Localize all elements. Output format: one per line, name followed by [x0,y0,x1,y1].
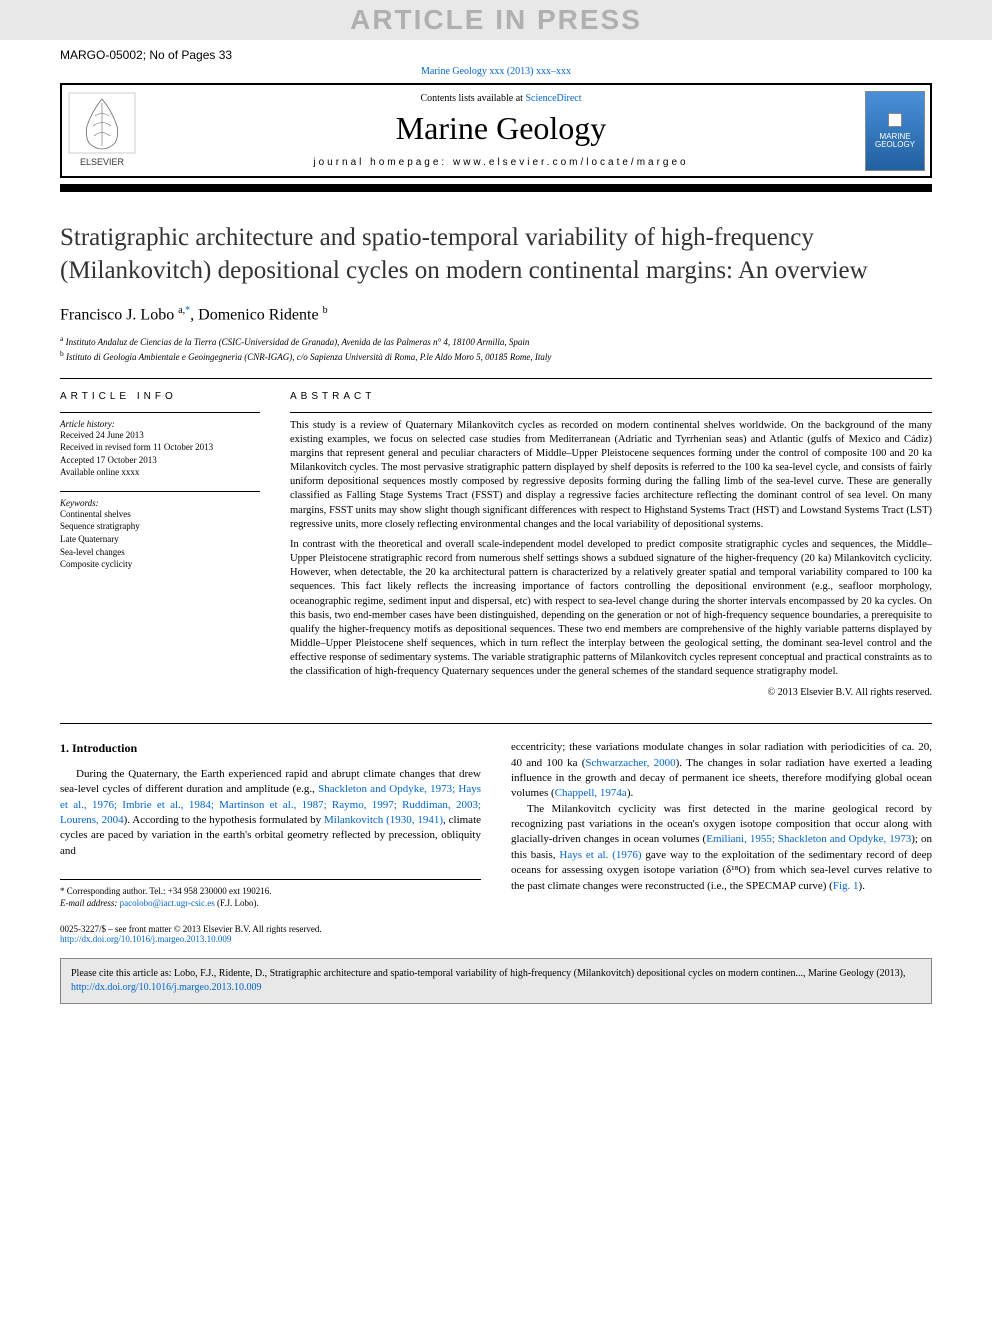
received-date: Received 24 June 2013 [60,429,260,442]
top-citation-link[interactable]: Marine Geology xxx (2013) xxx–xxx [421,66,571,77]
in-press-banner: ARTICLE IN PRESS [0,0,992,40]
corresponding-author-note: * Corresponding author. Tel.: +34 958 23… [60,886,481,898]
abstract-text: This study is a review of Quaternary Mil… [290,412,932,700]
abstract-col: ABSTRACT This study is a review of Quate… [290,391,932,700]
top-citation: Marine Geology xxx (2013) xxx–xxx [60,66,932,77]
sciencedirect-link[interactable]: ScienceDirect [525,93,581,104]
contents-line: Contents lists available at ScienceDirec… [142,93,860,104]
article-info-col: ARTICLE INFO Article history: Received 2… [60,391,260,700]
citation-box: Please cite this article as: Lobo, F.J.,… [60,958,932,1004]
fig-link[interactable]: Fig. 1 [833,880,859,892]
ref-link[interactable]: Schwarzacher, 2000 [585,757,675,769]
ref-link[interactable]: Hays et al. (1976) [559,849,641,861]
body-col-left: 1. Introduction During the Quaternary, t… [60,740,481,910]
article-info-label: ARTICLE INFO [60,391,260,402]
intro-text: ). According to the hypothesis formulate… [124,814,324,826]
keyword: Continental shelves [60,508,260,521]
keyword: Sequence stratigraphy [60,520,260,533]
keywords-block: Keywords: Continental shelves Sequence s… [60,491,260,571]
cover-badge-icon [888,113,902,127]
footnote-block: * Corresponding author. Tel.: +34 958 23… [60,879,481,909]
bottom-info: 0025-3227/$ – see front matter © 2013 El… [60,924,932,944]
keyword: Sea-level changes [60,546,260,559]
journal-header-box: ELSEVIER Contents lists available at Sci… [60,83,932,178]
black-divider-bar [60,184,932,192]
keyword: Late Quaternary [60,533,260,546]
intro-p2: The Milankovitch cyclicity was first det… [511,802,932,894]
abstract-p1: This study is a review of Quaternary Mil… [290,419,932,532]
intro-text: ). [627,787,633,799]
divider [60,378,932,379]
affiliation-b: Istituto di Geologia Ambientale e Geoing… [66,352,551,362]
body-col-right: eccentricity; these variations modulate … [511,740,932,910]
intro-p1-cont: eccentricity; these variations modulate … [511,740,932,802]
author-2: , Domenico Ridente [190,306,322,323]
elsevier-logo: ELSEVIER [62,86,142,176]
email-link[interactable]: pacolobo@iact.ugr-csic.es [120,898,215,908]
journal-name: Marine Geology [142,110,860,147]
ref-link[interactable]: Emiliani, 1955; Shackleton and Opdyke, 1… [706,833,911,845]
citation-doi-link[interactable]: http://dx.doi.org/10.1016/j.margeo.2013.… [71,982,261,993]
author-2-aff: b [323,305,328,316]
ref-link[interactable]: Chappell, 1974a [555,787,627,799]
doi-link[interactable]: http://dx.doi.org/10.1016/j.margeo.2013.… [60,934,231,944]
history-label: Article history: [60,419,260,429]
abstract-label: ABSTRACT [290,391,932,402]
journal-homepage: journal homepage: www.elsevier.com/locat… [142,157,860,168]
header-center: Contents lists available at ScienceDirec… [142,85,860,176]
elsevier-logo-text: ELSEVIER [80,157,125,167]
article-history: Article history: Received 24 June 2013 R… [60,412,260,479]
email-label: E-mail address: [60,898,120,908]
issn-line: 0025-3227/$ – see front matter © 2013 El… [60,924,932,934]
section-heading: 1. Introduction [60,740,481,757]
ref-link[interactable]: Milankovitch (1930, 1941) [324,814,443,826]
intro-p1: During the Quaternary, the Earth experie… [60,767,481,859]
keywords-label: Keywords: [60,498,260,508]
body-columns: 1. Introduction During the Quaternary, t… [60,723,932,910]
contents-prefix: Contents lists available at [420,93,525,104]
email-suffix: (F.J. Lobo). [215,898,259,908]
citation-text: Please cite this article as: Lobo, F.J.,… [71,968,906,979]
page-content: MARGO-05002; No of Pages 33 Marine Geolo… [0,48,992,1024]
cover-text-2: GEOLOGY [875,141,915,149]
affiliations: a Instituto Andaluz de Ciencias de la Ti… [60,334,932,363]
keyword: Composite cyclicity [60,558,260,571]
journal-cover: MARINE GEOLOGY [860,86,930,176]
abstract-copyright: © 2013 Elsevier B.V. All rights reserved… [290,686,932,700]
accepted-date: Accepted 17 October 2013 [60,454,260,467]
affiliation-a: Instituto Andaluz de Ciencias de la Tier… [66,337,530,347]
authors-line: Francisco J. Lobo a,*, Domenico Ridente … [60,305,932,324]
intro-text: ). [859,880,865,892]
document-id: MARGO-05002; No of Pages 33 [60,48,932,62]
article-title: Stratigraphic architecture and spatio-te… [60,222,932,287]
online-date: Available online xxxx [60,466,260,479]
info-abstract-row: ARTICLE INFO Article history: Received 2… [60,391,932,700]
abstract-p2: In contrast with the theoretical and ove… [290,538,932,680]
author-1: Francisco J. Lobo [60,306,178,323]
revised-date: Received in revised form 11 October 2013 [60,441,260,454]
